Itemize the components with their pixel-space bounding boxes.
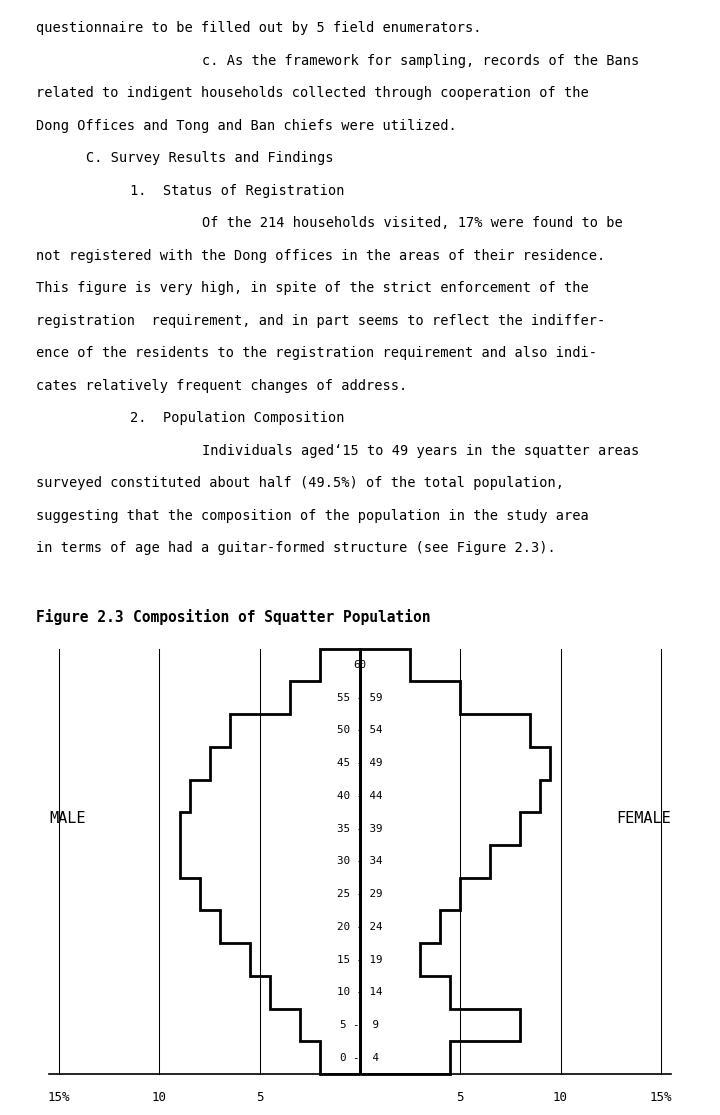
Text: 2.  Population Composition: 2. Population Composition — [130, 411, 344, 425]
Text: questionnaire to be filled out by 5 field enumerators.: questionnaire to be filled out by 5 fiel… — [36, 21, 482, 35]
Text: not registered with the Dong offices in the areas of their residence.: not registered with the Dong offices in … — [36, 249, 606, 263]
Text: MALE: MALE — [49, 812, 86, 826]
Text: 55 - 59: 55 - 59 — [337, 692, 383, 702]
Text: surveyed constituted about half (49.5%) of the total population,: surveyed constituted about half (49.5%) … — [36, 476, 564, 491]
Text: suggesting that the composition of the population in the study area: suggesting that the composition of the p… — [36, 508, 589, 523]
Text: c. As the framework for sampling, records of the Bans: c. As the framework for sampling, record… — [202, 54, 639, 68]
Text: 10 - 14: 10 - 14 — [337, 987, 383, 997]
Text: 25 - 29: 25 - 29 — [337, 889, 383, 899]
Text: Individuals aged‘15 to 49 years in the squatter areas: Individuals aged‘15 to 49 years in the s… — [202, 444, 639, 458]
Text: 15 - 19: 15 - 19 — [337, 954, 383, 964]
Text: Of the 214 households visited, 17% were found to be: Of the 214 households visited, 17% were … — [202, 216, 622, 230]
Text: in terms of age had a guitar-formed structure (see Figure 2.3).: in terms of age had a guitar-formed stru… — [36, 541, 556, 555]
Text: 30 - 34: 30 - 34 — [337, 856, 383, 866]
Text: Composition of Squatter Population: Composition of Squatter Population — [133, 609, 431, 624]
Text: ence of the residents to the registration requirement and also indi-: ence of the residents to the registratio… — [36, 347, 597, 360]
Text: 40 - 44: 40 - 44 — [337, 791, 383, 801]
Text: FEMALE: FEMALE — [616, 812, 671, 826]
Text: 45 - 49: 45 - 49 — [337, 758, 383, 768]
Text: 35 - 39: 35 - 39 — [337, 824, 383, 834]
Text: 1.  Status of Registration: 1. Status of Registration — [130, 184, 344, 197]
Text: 5 -  9: 5 - 9 — [341, 1020, 379, 1030]
Text: This figure is very high, in spite of the strict enforcement of the: This figure is very high, in spite of th… — [36, 281, 589, 295]
Text: registration  requirement, and in part seems to reflect the indiffer-: registration requirement, and in part se… — [36, 313, 606, 328]
Text: 20 - 24: 20 - 24 — [337, 922, 383, 932]
Text: Dong Offices and Tong and Ban chiefs were utilized.: Dong Offices and Tong and Ban chiefs wer… — [36, 118, 456, 133]
Text: 60: 60 — [354, 660, 366, 670]
Text: cates relatively frequent changes of address.: cates relatively frequent changes of add… — [36, 379, 408, 392]
Text: related to indigent households collected through cooperation of the: related to indigent households collected… — [36, 86, 589, 100]
Text: Figure 2.3: Figure 2.3 — [36, 609, 132, 624]
Text: C. Survey Results and Findings: C. Survey Results and Findings — [86, 152, 334, 165]
Text: 50 - 54: 50 - 54 — [337, 726, 383, 736]
Text: 0 -  4: 0 - 4 — [341, 1053, 379, 1063]
